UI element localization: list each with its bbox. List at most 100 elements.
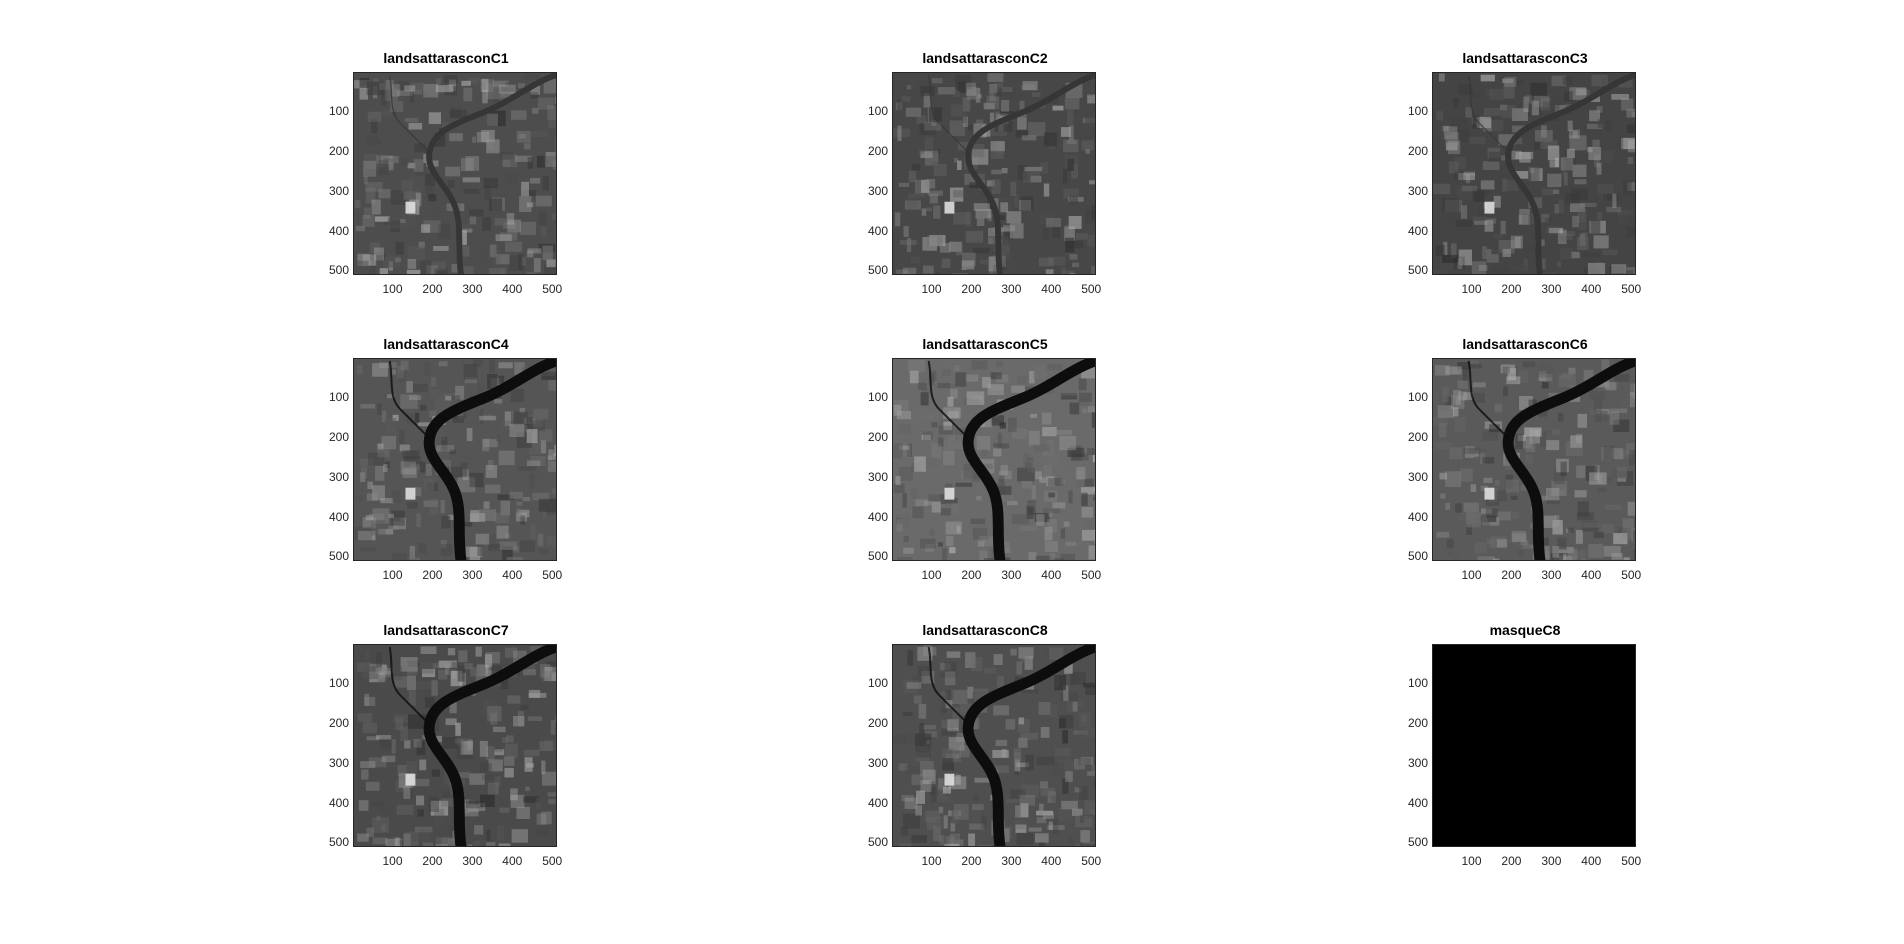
y-tick-label: 100 bbox=[867, 676, 888, 691]
x-tick-label: 300 bbox=[1541, 282, 1562, 296]
x-tick-label: 200 bbox=[961, 568, 982, 582]
x-tick-label: 100 bbox=[1461, 854, 1482, 868]
subplot-5: landsattarasconC5 100 200 300 400 500 100 200 30… bbox=[860, 336, 1110, 596]
x-tick-label: 500 bbox=[542, 568, 563, 582]
x-tick-label: 200 bbox=[961, 854, 982, 868]
satellite-image bbox=[1432, 358, 1636, 561]
y-tick-label: 400 bbox=[1407, 223, 1428, 238]
subplot-title: masqueC8 bbox=[1489, 622, 1561, 638]
y-tick-label: 500 bbox=[867, 263, 888, 278]
y-tick-label: 200 bbox=[1407, 716, 1428, 731]
x-tick-label: 300 bbox=[1541, 568, 1562, 582]
y-tick-label: 300 bbox=[867, 183, 888, 198]
x-tick-label: 300 bbox=[1001, 854, 1022, 868]
y-tick-label: 100 bbox=[328, 676, 349, 691]
subplot-title: landsattarasconC5 bbox=[922, 336, 1048, 352]
y-tick-label: 400 bbox=[867, 795, 888, 810]
x-tick-label: 100 bbox=[382, 854, 403, 868]
y-tick-label: 400 bbox=[1407, 509, 1428, 524]
y-tick-label: 500 bbox=[867, 835, 888, 850]
x-tick-label: 200 bbox=[961, 282, 982, 296]
x-tick-label: 400 bbox=[1041, 854, 1062, 868]
x-tick-label: 200 bbox=[422, 568, 443, 582]
x-tick-label: 500 bbox=[1081, 568, 1102, 582]
y-tick-label: 200 bbox=[867, 430, 888, 445]
satellite-image bbox=[1432, 72, 1636, 275]
y-tick-label: 300 bbox=[1407, 183, 1428, 198]
y-tick-label: 400 bbox=[328, 223, 349, 238]
subplot-title: landsattarasconC1 bbox=[383, 50, 509, 66]
y-tick-label: 400 bbox=[328, 795, 349, 810]
x-tick-label: 300 bbox=[1001, 282, 1022, 296]
y-tick-label: 300 bbox=[867, 469, 888, 484]
y-tick-label: 500 bbox=[1407, 549, 1428, 564]
x-tick-label: 500 bbox=[1621, 854, 1642, 868]
y-tick-label: 100 bbox=[328, 104, 349, 119]
x-tick-label: 100 bbox=[921, 568, 942, 582]
subplot-2: landsattarasconC2 100 200 300 400 500 100 200 30… bbox=[860, 50, 1110, 310]
x-tick-label: 100 bbox=[382, 568, 403, 582]
y-tick-label: 200 bbox=[1407, 430, 1428, 445]
satellite-image bbox=[353, 72, 557, 275]
x-tick-label: 500 bbox=[1081, 282, 1102, 296]
satellite-image bbox=[353, 644, 557, 847]
x-tick-label: 300 bbox=[462, 568, 483, 582]
y-tick-label: 300 bbox=[328, 183, 349, 198]
y-tick-label: 400 bbox=[867, 223, 888, 238]
y-tick-label: 500 bbox=[328, 835, 349, 850]
y-tick-label: 400 bbox=[1407, 795, 1428, 810]
x-tick-label: 300 bbox=[462, 282, 483, 296]
subplot-title: landsattarasconC7 bbox=[383, 622, 509, 638]
mask-image bbox=[1432, 644, 1636, 847]
x-tick-label: 400 bbox=[502, 854, 523, 868]
x-tick-label: 100 bbox=[921, 282, 942, 296]
x-tick-label: 100 bbox=[382, 282, 403, 296]
y-tick-label: 200 bbox=[867, 144, 888, 159]
x-tick-label: 400 bbox=[1041, 282, 1062, 296]
y-tick-label: 400 bbox=[867, 509, 888, 524]
x-tick-label: 200 bbox=[1501, 282, 1522, 296]
y-tick-label: 100 bbox=[867, 390, 888, 405]
y-tick-label: 100 bbox=[328, 390, 349, 405]
y-tick-label: 500 bbox=[328, 263, 349, 278]
y-tick-label: 100 bbox=[1407, 104, 1428, 119]
y-tick-label: 100 bbox=[1407, 676, 1428, 691]
subplot-title: landsattarasconC8 bbox=[922, 622, 1048, 638]
y-tick-label: 200 bbox=[328, 716, 349, 731]
subplot-3: landsattarasconC3 100 200 300 400 500 100 200 30… bbox=[1400, 50, 1650, 310]
y-tick-label: 300 bbox=[1407, 755, 1428, 770]
x-tick-label: 300 bbox=[1001, 568, 1022, 582]
y-tick-label: 500 bbox=[867, 549, 888, 564]
x-tick-label: 100 bbox=[921, 854, 942, 868]
satellite-image bbox=[353, 358, 557, 561]
x-tick-label: 300 bbox=[1541, 854, 1562, 868]
subplot-8: landsattarasconC8 100 200 300 400 500 100 200 30… bbox=[860, 622, 1110, 882]
subplot-title: landsattarasconC4 bbox=[383, 336, 509, 352]
x-tick-label: 500 bbox=[1621, 568, 1642, 582]
x-tick-label: 200 bbox=[1501, 854, 1522, 868]
x-tick-label: 400 bbox=[502, 568, 523, 582]
x-tick-label: 500 bbox=[542, 854, 563, 868]
subplot-title: landsattarasconC6 bbox=[1462, 336, 1588, 352]
x-tick-label: 400 bbox=[1581, 568, 1602, 582]
satellite-image bbox=[892, 72, 1096, 275]
subplot-4: landsattarasconC4 100 200 300 400 500 100 200 30… bbox=[321, 336, 571, 596]
subplot-6: landsattarasconC6 100 200 300 400 500 100 200 30… bbox=[1400, 336, 1650, 596]
y-tick-label: 100 bbox=[1407, 390, 1428, 405]
y-tick-label: 500 bbox=[1407, 263, 1428, 278]
subplot-title: landsattarasconC3 bbox=[1462, 50, 1588, 66]
x-tick-label: 300 bbox=[462, 854, 483, 868]
subplot-title: landsattarasconC2 bbox=[922, 50, 1048, 66]
x-tick-label: 200 bbox=[1501, 568, 1522, 582]
x-tick-label: 100 bbox=[1461, 282, 1482, 296]
y-tick-label: 200 bbox=[328, 144, 349, 159]
x-tick-label: 200 bbox=[422, 854, 443, 868]
x-tick-label: 400 bbox=[1581, 854, 1602, 868]
x-tick-label: 100 bbox=[1461, 568, 1482, 582]
subplot-7: landsattarasconC7 100 200 300 400 500 100 200 30… bbox=[321, 622, 571, 882]
x-tick-label: 500 bbox=[1621, 282, 1642, 296]
x-tick-label: 400 bbox=[1041, 568, 1062, 582]
y-tick-label: 300 bbox=[1407, 469, 1428, 484]
subplot-1: landsattarasconC1 100 200 300 400 500 100 200 30… bbox=[321, 50, 571, 310]
